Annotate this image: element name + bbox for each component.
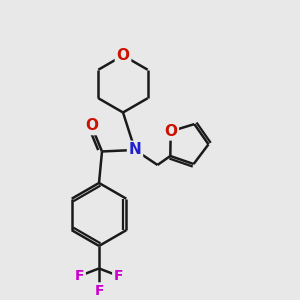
Text: O: O (85, 118, 98, 134)
Text: F: F (94, 284, 104, 298)
Text: F: F (75, 269, 84, 283)
Text: F: F (114, 269, 123, 283)
Text: O: O (116, 48, 130, 63)
Text: N: N (129, 142, 141, 158)
Text: O: O (164, 124, 177, 139)
